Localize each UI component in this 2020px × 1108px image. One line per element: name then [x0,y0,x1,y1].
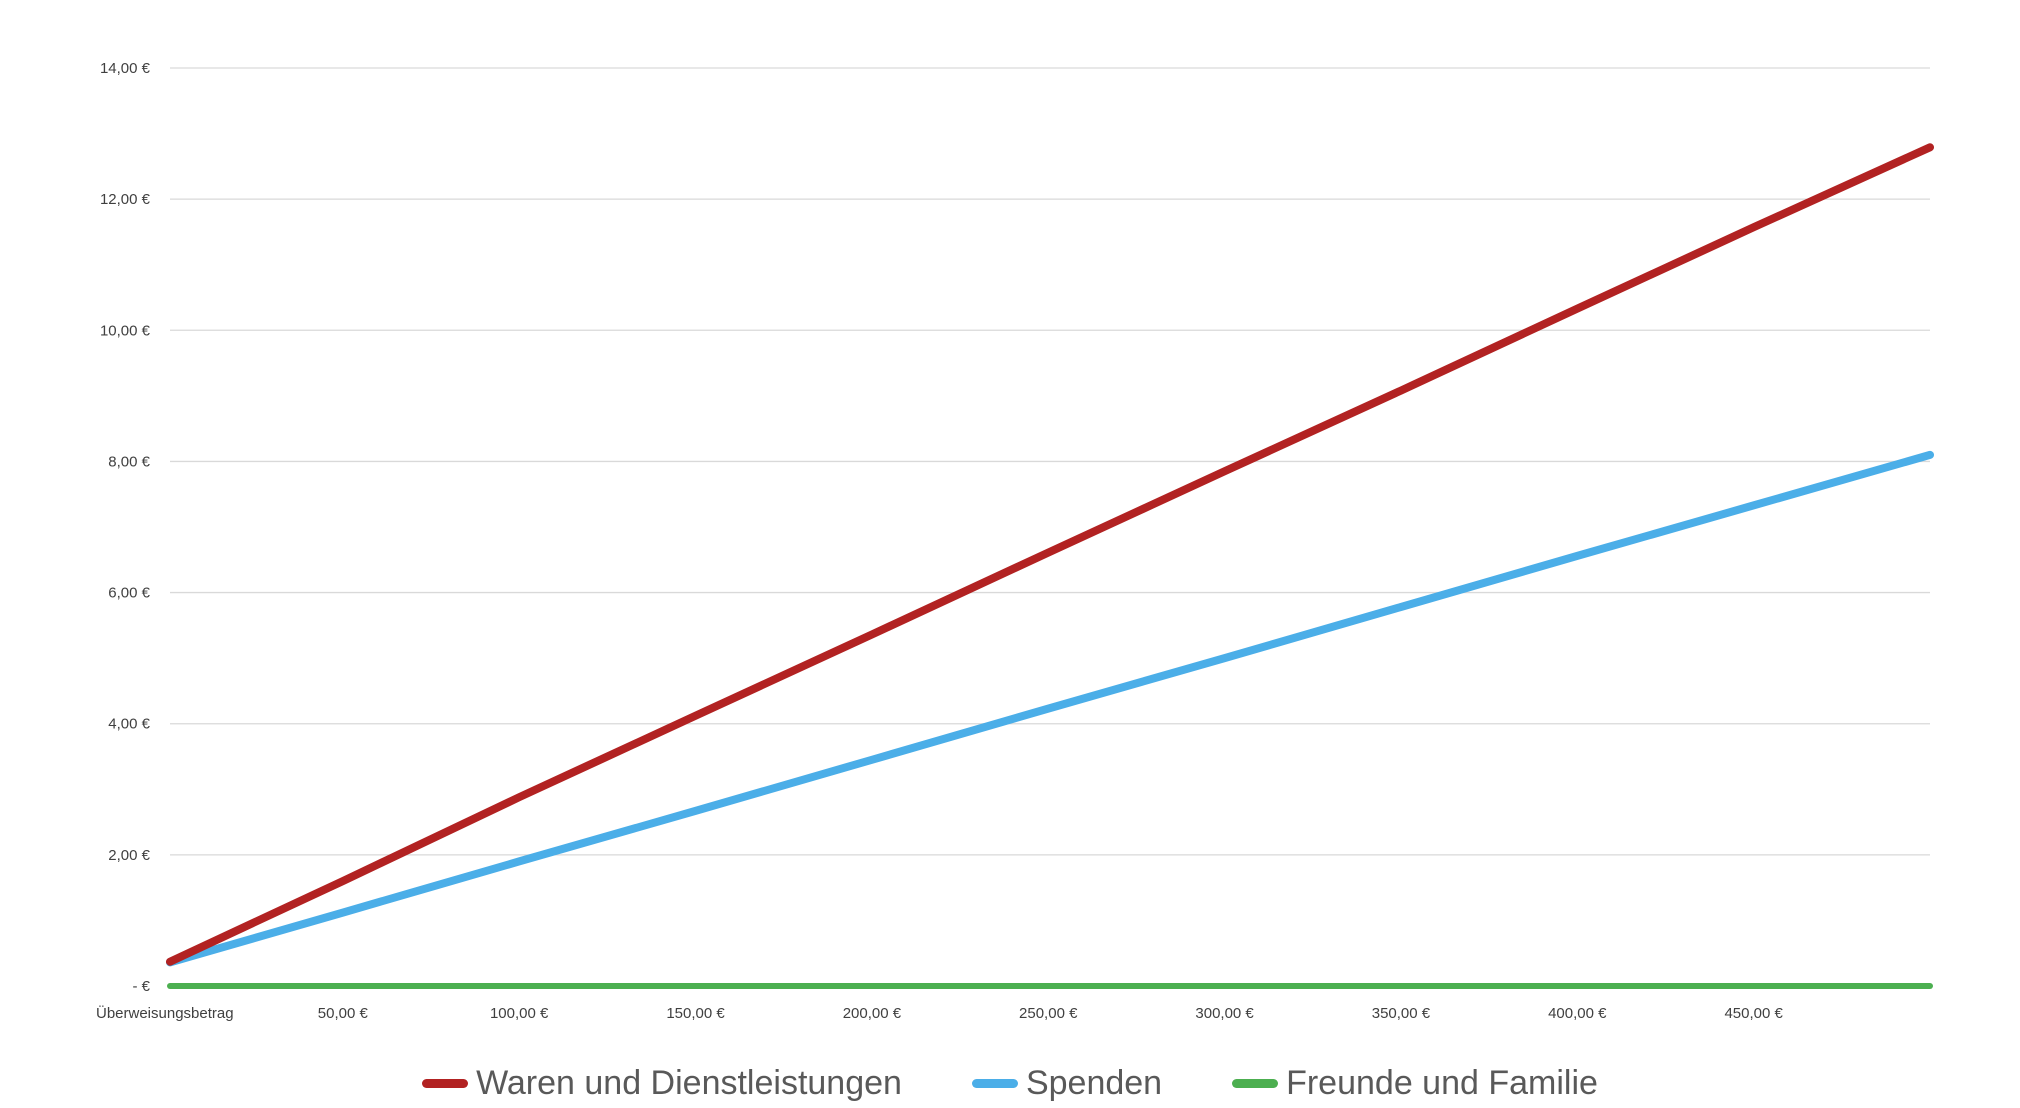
chart: - € 2,00 € 4,00 € 6,00 € 8,00 € 10,00 € 12,00 … [96,60,1934,1022]
legend-item-freunde: Freunde und Familie [1232,1064,1598,1103]
x-tick-label: 300,00 € [1195,1005,1254,1022]
x-tick-label: 350,00 € [1372,1005,1431,1022]
x-tick-label: 250,00 € [1019,1005,1078,1022]
y-tick-label: 10,00 € [100,322,151,339]
x-tick-label: 400,00 € [1548,1005,1607,1022]
gridlines [170,67,1930,856]
y-tick-label: 8,00 € [108,453,150,470]
series-lines [166,143,1934,989]
legend-label-spenden: Spenden [1025,1063,1163,1102]
x-tick-label: 200,00 € [843,1005,902,1022]
y-tick-label: 14,00 € [100,60,151,77]
legend-label-freunde: Freunde und Familie [1286,1063,1598,1102]
y-tick-label: 6,00 € [108,585,150,602]
x-tick-label: 100,00 € [490,1005,549,1022]
legend-label-waren: Waren und Dienstleistungen [476,1063,902,1102]
series-line-1 [166,450,1934,967]
x-tick-label: 150,00 € [666,1005,725,1022]
y-tick-label: 4,00 € [108,716,150,733]
x-axis-start-label: Überweisungsbetrag [96,1004,234,1022]
y-axis-labels: - € 2,00 € 4,00 € 6,00 € 8,00 € 10,00 € 12,00 … [100,60,151,995]
y-tick-label: 2,00 € [108,847,150,864]
legend-swatch-freunde [1232,1078,1279,1088]
y-tick-label: - € [132,978,150,995]
x-tick-label: 50,00 € [318,1005,369,1022]
series-line-0 [166,143,1934,966]
legend-item-waren: Waren und Dienstleistungen [422,1064,902,1103]
y-tick-label: 12,00 € [100,191,151,208]
legend: Waren und Dienstleistungen Spenden Freun… [0,1058,2020,1108]
x-axis-labels: Überweisungsbetrag 50,00 € 100,00 € 150,00 … [96,1004,1783,1022]
legend-item-spenden: Spenden [971,1063,1163,1103]
legend-swatch-spenden [971,1078,1018,1088]
x-tick-label: 450,00 € [1724,1005,1783,1022]
legend-swatch-waren [422,1078,469,1088]
